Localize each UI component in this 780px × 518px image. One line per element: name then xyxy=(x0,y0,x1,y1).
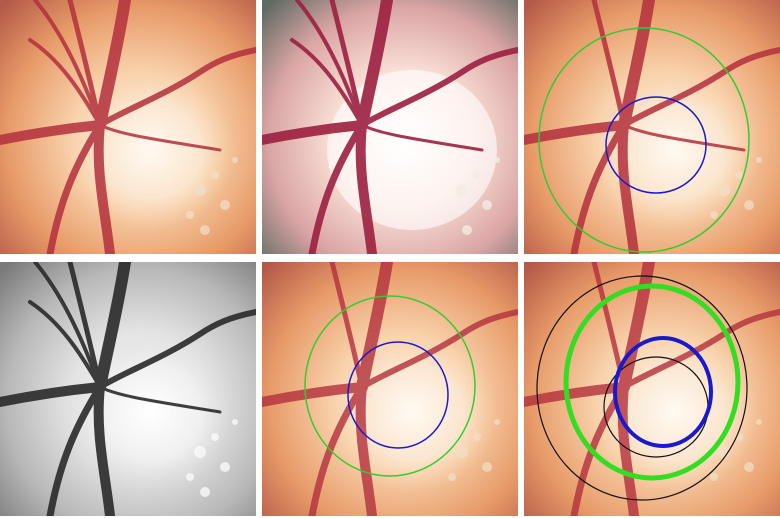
panel-enhanced-fundus xyxy=(262,0,518,254)
disc-contour xyxy=(538,27,750,253)
panel-contours-a xyxy=(524,0,780,254)
fundus-image xyxy=(0,0,256,254)
disc-contour xyxy=(304,295,476,477)
fundus-image xyxy=(262,0,518,254)
cup-contour xyxy=(613,336,713,448)
panel-contours-comparison xyxy=(524,262,780,516)
panel-original-fundus xyxy=(0,0,256,254)
panel-contours-b xyxy=(262,262,518,516)
disc-contour xyxy=(563,283,741,481)
fundus-image xyxy=(262,262,518,516)
fundus-image xyxy=(524,0,780,254)
disc-reference-contour xyxy=(536,275,748,501)
panel-grayscale-fundus xyxy=(0,262,256,516)
cup-contour xyxy=(347,341,449,449)
fundus-image xyxy=(524,262,780,516)
cup-contour xyxy=(605,96,707,194)
fundus-image xyxy=(0,262,256,516)
